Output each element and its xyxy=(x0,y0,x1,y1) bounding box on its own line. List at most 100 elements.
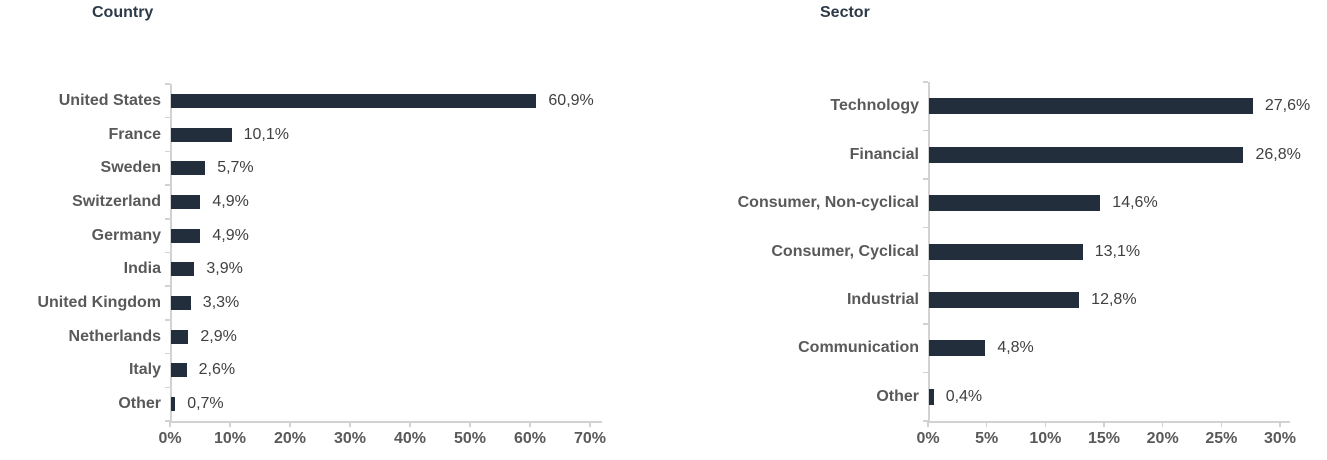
category-boundary-tick xyxy=(923,129,928,132)
axis-tick xyxy=(409,421,411,427)
category-boundary-tick xyxy=(165,352,170,355)
bar xyxy=(929,146,1244,163)
category-boundary-tick xyxy=(923,371,928,374)
value-axis-line xyxy=(928,421,1290,423)
category-label: Sweden xyxy=(100,159,161,177)
axis-tick xyxy=(529,421,531,427)
bar xyxy=(929,340,986,357)
category-boundary-tick xyxy=(165,386,170,389)
value-label: 27,6% xyxy=(1264,97,1311,115)
category-label: United Kingdom xyxy=(37,294,161,312)
category-boundary-tick xyxy=(165,218,170,220)
category-label: France xyxy=(108,125,161,143)
bar xyxy=(171,363,187,378)
country-chart: Country United States 60,9% France 10,1% Swe… xyxy=(0,0,660,460)
category-boundary-tick xyxy=(165,184,170,186)
category-label: Other xyxy=(118,395,161,413)
bar xyxy=(929,388,934,405)
value-label: 10,1% xyxy=(243,125,289,143)
bar xyxy=(929,243,1083,260)
category-boundary-tick xyxy=(923,274,928,277)
axis-tick-label: 10% xyxy=(213,430,247,447)
axis-tick xyxy=(1103,421,1105,427)
bar xyxy=(171,228,201,243)
axis-tick xyxy=(1220,421,1223,427)
category-label: Consumer, Cyclical xyxy=(771,242,919,260)
axis-tick-label: 5% xyxy=(975,430,999,447)
axis-tick xyxy=(589,421,591,427)
value-label: 4,9% xyxy=(212,192,249,210)
axis-tick xyxy=(289,421,291,427)
axis-tick-label: 15% xyxy=(1087,430,1121,447)
bar xyxy=(171,329,189,344)
category-boundary-tick xyxy=(165,420,170,422)
category-boundary-tick xyxy=(165,116,170,119)
category-label: Italy xyxy=(128,361,161,379)
axis-tick xyxy=(1161,421,1164,427)
category-label: Switzerland xyxy=(72,192,161,210)
country-chart-title: Country xyxy=(92,4,154,21)
value-label: 14,6% xyxy=(1112,194,1158,212)
axis-tick xyxy=(1279,421,1281,427)
bar xyxy=(929,291,1080,308)
bar xyxy=(171,161,206,176)
category-boundary-tick xyxy=(923,420,928,422)
value-label: 26,8% xyxy=(1255,145,1301,163)
category-label: Technology xyxy=(830,97,919,115)
axis-tick-label: 20% xyxy=(1146,430,1179,447)
value-axis-line xyxy=(170,421,602,423)
category-label: Other xyxy=(876,387,919,405)
category-boundary-tick xyxy=(165,83,170,85)
category-boundary-tick xyxy=(165,319,170,321)
bar xyxy=(171,93,537,108)
axis-tick-label: 25% xyxy=(1205,430,1238,447)
axis-tick-label: 10% xyxy=(1029,430,1062,447)
bar xyxy=(171,397,176,412)
value-label: 2,9% xyxy=(200,327,237,345)
category-label: Netherlands xyxy=(68,327,161,345)
axis-tick xyxy=(927,421,929,427)
bar xyxy=(929,195,1101,212)
bar xyxy=(171,194,201,209)
category-label: India xyxy=(123,260,161,278)
axis-tick-label: 20% xyxy=(273,430,307,447)
axis-tick-label: 40% xyxy=(393,430,427,447)
category-label: Consumer, Non-cyclical xyxy=(737,194,919,212)
bar xyxy=(171,127,232,142)
value-label: 0,4% xyxy=(945,387,983,405)
value-label: 60,9% xyxy=(548,91,594,109)
value-label: 2,6% xyxy=(198,361,236,379)
axis-tick-label: 30% xyxy=(1263,430,1297,447)
sector-chart-title: Sector xyxy=(820,4,870,21)
axis-tick xyxy=(985,421,988,427)
value-label: 4,9% xyxy=(212,226,249,244)
category-label: Industrial xyxy=(846,290,919,308)
axis-tick xyxy=(469,421,471,427)
category-boundary-tick xyxy=(923,226,928,229)
category-label: United States xyxy=(58,91,161,109)
axis-tick xyxy=(169,421,171,427)
axis-tick-label: 0% xyxy=(916,430,940,447)
bar xyxy=(171,262,195,277)
category-boundary-tick xyxy=(923,323,928,325)
category-boundary-tick xyxy=(165,150,170,153)
axis-tick-label: 0% xyxy=(158,430,182,447)
category-axis-line xyxy=(170,84,172,421)
axis-tick xyxy=(1044,421,1047,427)
category-boundary-tick xyxy=(165,285,170,287)
value-label: 3,9% xyxy=(206,260,243,278)
value-label: 13,1% xyxy=(1094,242,1141,260)
axis-tick-label: 70% xyxy=(573,430,607,447)
category-label: Germany xyxy=(91,226,161,244)
value-label: 5,7% xyxy=(217,159,254,177)
category-axis-line xyxy=(928,82,930,421)
bar xyxy=(171,296,191,311)
category-label: Communication xyxy=(798,339,919,357)
bar xyxy=(929,98,1253,115)
value-label: 4,8% xyxy=(997,339,1034,357)
axis-tick-label: 60% xyxy=(513,430,547,447)
category-label: Financial xyxy=(849,145,919,163)
value-label: 12,8% xyxy=(1091,290,1137,308)
value-label: 3,3% xyxy=(202,294,240,312)
sector-chart: Sector Technology 27,6% Financial 26,8% Cons… xyxy=(660,0,1327,460)
